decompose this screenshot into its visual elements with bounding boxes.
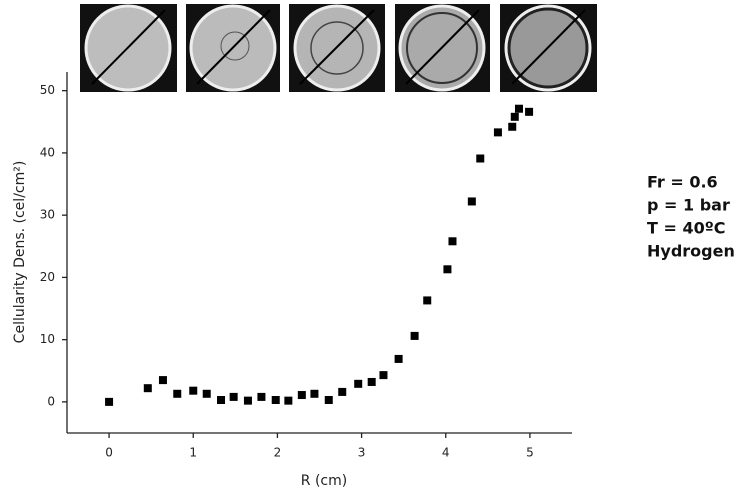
annotation: p = 1 bar <box>647 196 730 215</box>
point <box>510 112 519 121</box>
x-tick-label: 1 <box>189 446 197 460</box>
point <box>284 396 293 405</box>
point <box>525 107 534 116</box>
x-tick-label: 3 <box>358 446 366 460</box>
point <box>173 389 182 398</box>
point <box>508 122 517 131</box>
y-tick-label: 50 <box>40 83 55 97</box>
x-axis-label: R (cm) <box>301 473 347 489</box>
point <box>423 296 432 305</box>
point <box>467 197 476 206</box>
thumbnail <box>500 4 597 92</box>
x-tick-label: 2 <box>274 446 282 460</box>
point <box>202 389 211 398</box>
point <box>443 265 452 274</box>
x-tick-label: 4 <box>442 446 450 460</box>
point <box>143 384 152 393</box>
point <box>410 331 419 340</box>
y-tick-label: 0 <box>47 394 55 408</box>
y-tick-label: 10 <box>40 332 55 346</box>
point <box>379 371 388 380</box>
point <box>297 391 306 400</box>
point <box>158 376 167 385</box>
point <box>229 392 238 401</box>
annotation: Fr = 0.6 <box>647 173 718 192</box>
point <box>105 397 114 406</box>
point <box>493 128 502 137</box>
y-tick-label: 30 <box>40 208 55 222</box>
point <box>310 389 319 398</box>
annotation: Hydrogen <box>647 242 735 261</box>
point <box>271 396 280 405</box>
thumbnail <box>186 4 280 92</box>
point <box>448 237 457 246</box>
point <box>189 386 198 395</box>
thumbnail <box>289 4 385 92</box>
thumbnails <box>80 4 597 92</box>
thumbnail <box>80 4 177 92</box>
point <box>217 396 226 405</box>
point <box>514 104 523 113</box>
y-tick-label: 20 <box>40 270 55 284</box>
point <box>338 387 347 396</box>
point <box>354 379 363 388</box>
y-tick-label: 40 <box>40 145 55 159</box>
point <box>394 354 403 363</box>
y-axis-label: Cellularity Dens. (cel/cm²) <box>12 161 28 344</box>
x-tick-label: 5 <box>526 446 534 460</box>
annotation: T = 40ºC <box>647 219 726 238</box>
x-tick-label: 0 <box>105 446 113 460</box>
point <box>257 392 266 401</box>
point <box>367 377 376 386</box>
thumbnail <box>395 4 490 92</box>
point <box>476 154 485 163</box>
point <box>324 396 333 405</box>
point <box>243 396 252 405</box>
